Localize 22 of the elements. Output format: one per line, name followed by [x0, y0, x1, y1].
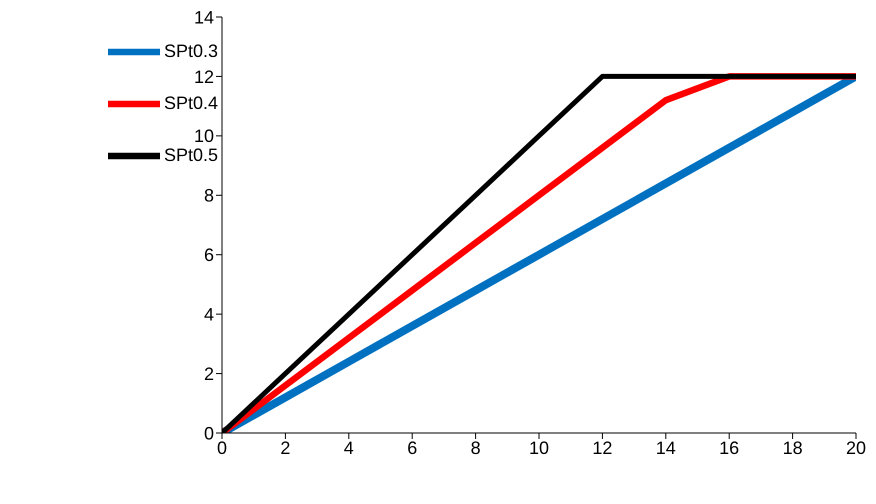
y-tick-label: 0 [204, 423, 214, 444]
x-tick-label: 10 [528, 438, 550, 458]
y-tick-label: 14 [194, 7, 214, 28]
legend-label: SPt0.5 [164, 144, 218, 165]
x-tick-label: 16 [719, 438, 740, 458]
y-tick-label: 2 [204, 364, 214, 384]
legend-label: SPt0.3 [164, 40, 218, 61]
x-tick-label: 14 [656, 438, 676, 458]
y-tick-label: 4 [204, 304, 214, 325]
x-tick-label: 8 [470, 438, 481, 458]
x-tick-label: 20 [846, 438, 866, 458]
x-tick-label: 6 [407, 438, 418, 458]
y-tick-label: 8 [204, 186, 214, 206]
x-tick-label: 2 [280, 438, 290, 458]
legend-label: SPt0.4 [164, 92, 218, 113]
y-tick-label: 6 [204, 245, 214, 266]
x-tick-label: 0 [216, 438, 228, 458]
x-tick-label: 18 [782, 438, 803, 458]
y-tick-label: 10 [194, 126, 214, 146]
x-tick-label: 4 [344, 438, 354, 458]
y-tick-label: 12 [194, 66, 214, 87]
x-tick-label: 12 [592, 438, 612, 458]
